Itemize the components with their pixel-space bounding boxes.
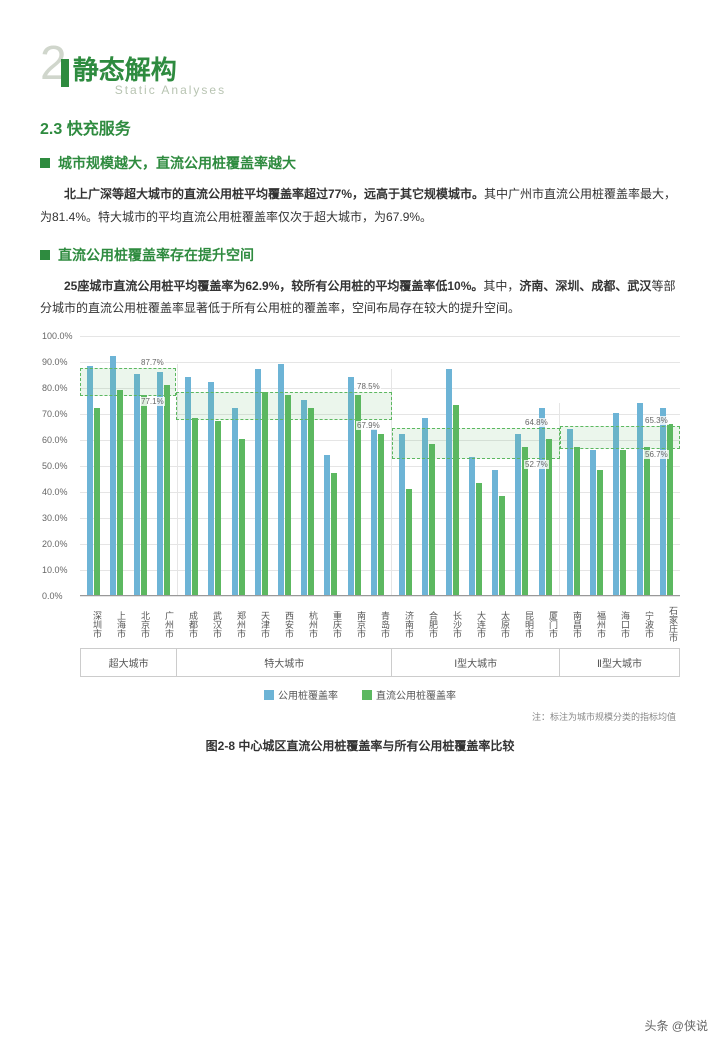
x-tick-label: 厦门市 xyxy=(536,596,560,648)
bullet-title: 直流公用桩覆盖率存在提升空间 xyxy=(58,245,254,265)
group-label: 超大城市 xyxy=(80,649,177,677)
x-tick-label: 长沙市 xyxy=(440,596,464,648)
group-label: Ⅰ型大城市 xyxy=(392,649,560,677)
x-tick-label: 宁波市 xyxy=(632,596,656,648)
y-tick-label: 100.0% xyxy=(42,331,73,341)
bar-cluster xyxy=(226,408,249,595)
x-tick-label: 南昌市 xyxy=(560,596,584,648)
x-tick-label: 福州市 xyxy=(584,596,608,648)
bar-cluster xyxy=(250,369,273,595)
x-tick-label: 太原市 xyxy=(488,596,512,648)
x-tick-label: 天津市 xyxy=(248,596,272,648)
bar-cluster xyxy=(510,434,533,595)
y-tick-label: 40.0% xyxy=(42,487,68,497)
bullet-heading: 直流公用桩覆盖率存在提升空间 xyxy=(40,245,680,265)
bar-cluster xyxy=(655,408,678,595)
x-tick-label: 北京市 xyxy=(128,596,152,648)
y-tick-label: 70.0% xyxy=(42,409,68,419)
bar-cluster xyxy=(82,366,105,595)
avg-label: 87.7% xyxy=(140,358,165,367)
bar-cluster xyxy=(394,434,417,595)
avg-label: 78.5% xyxy=(356,382,381,391)
group-label: 特大城市 xyxy=(177,649,392,677)
y-tick-label: 10.0% xyxy=(42,565,68,575)
watermark: 头条 @侠说 xyxy=(644,1017,708,1034)
bar-cluster xyxy=(105,356,128,595)
paragraph: 25座城市直流公用桩平均覆盖率为62.9%，较所有公用桩的平均覆盖率低10%。其… xyxy=(40,275,680,321)
x-tick-label: 深圳市 xyxy=(80,596,104,648)
x-tick-label: 南京市 xyxy=(344,596,368,648)
chapter-subtitle: Static Analyses xyxy=(115,83,226,97)
bar-cluster xyxy=(441,369,464,595)
bar-cluster xyxy=(319,455,342,595)
legend-item: 公用桩覆盖率 xyxy=(264,687,338,702)
x-tick-label: 杭州市 xyxy=(296,596,320,648)
bar-cluster xyxy=(487,470,510,595)
x-tick-label: 合肥市 xyxy=(416,596,440,648)
y-tick-label: 20.0% xyxy=(42,539,68,549)
bar-cluster xyxy=(343,377,366,595)
bar-cluster xyxy=(296,400,319,595)
bar-cluster xyxy=(464,457,487,595)
square-bullet-icon xyxy=(40,158,50,168)
x-tick-label: 武汉市 xyxy=(200,596,224,648)
x-tick-label: 海口市 xyxy=(608,596,632,648)
chapter-header: 2 静态解构 Static Analyses xyxy=(40,40,680,97)
x-tick-label: 成都市 xyxy=(176,596,200,648)
x-tick-label: 石家庄市 xyxy=(656,596,680,648)
x-tick-label: 青岛市 xyxy=(368,596,392,648)
x-tick-label: 大连市 xyxy=(464,596,488,648)
y-tick-label: 80.0% xyxy=(42,383,68,393)
bar-cluster xyxy=(180,377,203,595)
avg-label: 77.1% xyxy=(140,397,165,406)
bar-cluster xyxy=(632,403,655,595)
square-bullet-icon xyxy=(40,250,50,260)
x-tick-label: 广州市 xyxy=(152,596,176,648)
bar-cluster xyxy=(562,429,585,595)
y-tick-label: 0.0% xyxy=(42,591,63,601)
chapter-title: 静态解构 xyxy=(73,50,177,87)
bar-cluster xyxy=(128,374,151,595)
x-tick-label: 昆明市 xyxy=(512,596,536,648)
avg-label: 52.7% xyxy=(524,460,549,469)
avg-label: 65.3% xyxy=(644,416,669,425)
avg-label: 67.9% xyxy=(356,421,381,430)
chart-caption: 图2-8 中心城区直流公用桩覆盖率与所有公用桩覆盖率比较 xyxy=(40,737,680,754)
y-tick-label: 90.0% xyxy=(42,357,68,367)
y-tick-label: 60.0% xyxy=(42,435,68,445)
avg-label: 56.7% xyxy=(644,450,669,459)
avg-label: 64.8% xyxy=(524,418,549,427)
x-tick-label: 郑州市 xyxy=(224,596,248,648)
x-tick-label: 西安市 xyxy=(272,596,296,648)
chapter-bar-icon xyxy=(61,59,69,87)
bar-cluster xyxy=(417,418,440,595)
y-tick-label: 50.0% xyxy=(42,461,68,471)
x-tick-label: 济南市 xyxy=(392,596,416,648)
bullet-title: 城市规模越大，直流公用桩覆盖率越大 xyxy=(58,153,296,173)
chart-legend: 公用桩覆盖率 直流公用桩覆盖率 xyxy=(40,687,680,702)
coverage-chart: 0.0% 10.0% 20.0% 30.0% 40.0% 50.0% 60.0% 70.0% 8… xyxy=(40,336,680,754)
x-tick-label: 重庆市 xyxy=(320,596,344,648)
chart-footnote: 注：标注为城市规模分类的指标均值 xyxy=(40,710,680,723)
bar-cluster xyxy=(534,408,557,595)
bar-cluster xyxy=(585,450,608,596)
y-tick-label: 30.0% xyxy=(42,513,68,523)
bar-cluster xyxy=(608,413,631,595)
bullet-heading: 城市规模越大，直流公用桩覆盖率越大 xyxy=(40,153,680,173)
bar-cluster xyxy=(203,382,226,595)
x-tick-label: 上海市 xyxy=(104,596,128,648)
legend-item: 直流公用桩覆盖率 xyxy=(362,687,456,702)
paragraph: 北上广深等超大城市的直流公用桩平均覆盖率超过77%，远高于其它规模城市。其中广州… xyxy=(40,183,680,229)
bar-cluster xyxy=(273,364,296,595)
group-label: Ⅱ型大城市 xyxy=(560,649,680,677)
section-title: 2.3 快充服务 xyxy=(40,115,680,139)
bar-cluster xyxy=(366,429,389,595)
